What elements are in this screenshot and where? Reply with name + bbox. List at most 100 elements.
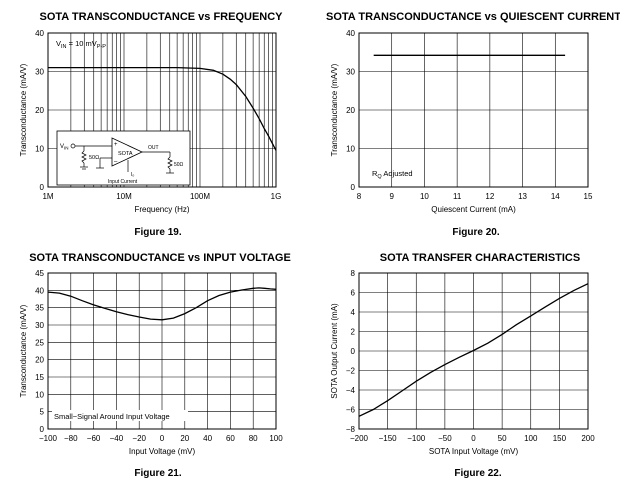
x-tick-label: 60: [226, 434, 235, 443]
y-axis-label: Transconductance (mA/V): [19, 63, 28, 156]
x-tick-label: 1M: [42, 192, 53, 201]
x-tick-label: −40: [110, 434, 124, 443]
x-tick-label: 14: [551, 192, 560, 201]
y-tick-label: 40: [346, 29, 355, 38]
plot-frame: [358, 32, 589, 188]
y-tick-label: 35: [35, 304, 44, 313]
figure-caption: Figure 22.: [454, 468, 502, 479]
x-tick-label: 0: [160, 434, 165, 443]
y-tick-label: 8: [351, 269, 356, 278]
small-signal-annotation: Small−Signal Around Input Voltage: [54, 412, 170, 421]
chart-title: SOTA TRANSFER CHARACTERISTICS: [379, 252, 581, 264]
figure-caption: Figure 21.: [134, 468, 182, 479]
y-tick-label: −8: [346, 425, 356, 434]
x-tick-label: 12: [485, 192, 494, 201]
plot-fig19: 1M 10M 100M 1G 0 10 20 30 40 Frequency (Hz) Transc…: [19, 29, 281, 214]
x-tick-label: 10M: [116, 192, 132, 201]
figure-caption: Figure 20.: [452, 227, 500, 238]
y-tick-label: 30: [35, 68, 44, 77]
inset-iq-label: Iₒ: [131, 172, 134, 178]
y-tick-label: 30: [346, 68, 355, 77]
x-tick-label: −100: [407, 434, 426, 443]
y-axis-label: Transconductance (mA/V): [19, 304, 28, 397]
x-tick-label: −200: [350, 434, 369, 443]
y-tick-label: 25: [35, 338, 44, 347]
x-axis-label: SOTA Input Voltage (mV): [429, 447, 519, 456]
x-tick-label: 1G: [271, 192, 282, 201]
inset-current-label: Input Current: [108, 179, 138, 185]
x-tick-label: 10: [420, 192, 429, 201]
y-tick-label: 20: [35, 356, 44, 365]
x-tick-label: 50: [498, 434, 507, 443]
y-tick-label: 0: [351, 183, 356, 192]
y-tick-label: −4: [346, 386, 356, 395]
x-axis-label: Input Voltage (mV): [129, 447, 196, 456]
chart-title: SOTA TRANSCONDUCTANCE vs FREQUENCY: [39, 11, 283, 23]
y-tick-label: 2: [351, 328, 356, 337]
x-tick-label: 100M: [190, 192, 210, 201]
x-tick-label: −150: [379, 434, 398, 443]
x-tick-label: −50: [438, 434, 452, 443]
x-tick-label: 11: [453, 192, 462, 201]
annotation-backdrop: [52, 410, 188, 421]
x-tick-label: 80: [249, 434, 258, 443]
inset-plus-label: +: [114, 142, 118, 148]
y-tick-label: 40: [35, 286, 44, 295]
y-tick-label: 15: [35, 373, 44, 382]
chart-title: SOTA TRANSCONDUCTANCE vs INPUT VOLTAGE: [29, 252, 291, 264]
y-tick-label: −2: [346, 367, 356, 376]
series-line-gm: [47, 287, 277, 321]
series-line-Iout: [358, 283, 589, 417]
x-tick-label: 40: [203, 434, 212, 443]
y-tick-label: 0: [40, 183, 45, 192]
vin-annotation: VIN = 10 mVP-P: [56, 39, 106, 50]
y-tick-label: 6: [351, 289, 356, 298]
x-tick-label: −20: [132, 434, 146, 443]
x-tick-label: 200: [581, 434, 595, 443]
y-tick-label: 40: [35, 29, 44, 38]
plot-frame: [358, 272, 589, 430]
plot-frame: [47, 32, 277, 188]
x-axis-label: Frequency (Hz): [134, 205, 189, 214]
y-tick-label: 45: [35, 269, 44, 278]
y-tick-label: 0: [351, 347, 356, 356]
inset-vin-label: VIN: [60, 144, 69, 151]
x-tick-label: −100: [39, 434, 58, 443]
inset-sota-label: SOTA: [118, 151, 133, 157]
plot-fig21: −100 −80 −60 −40 −20 0 20 40 60 80 100 0 5 10 15 20 25 30…: [19, 269, 283, 456]
x-tick-label: 8: [357, 192, 362, 201]
x-tick-label: −80: [64, 434, 78, 443]
plot-fig20: 8 9 10 11 12 13 14 15 0 10 20 30 40 Quiescent Current…: [330, 29, 593, 214]
plot-frame: [47, 272, 277, 430]
x-tick-label: 9: [389, 192, 394, 201]
y-tick-label: 30: [35, 321, 44, 330]
plot-fig22: −200 −150 −100 −50 0 50 100 150 200 −8 −6 −4 −2 0 2 4 6 8…: [330, 269, 595, 456]
y-tick-label: 10: [35, 390, 44, 399]
rq-annotation: RQ Adjusted: [372, 169, 413, 180]
inset-load-label: 50Ω: [174, 162, 184, 168]
inset-minus-label: –: [114, 159, 118, 165]
x-tick-label: 100: [524, 434, 538, 443]
y-tick-label: 0: [40, 425, 45, 434]
y-tick-label: −6: [346, 406, 356, 415]
figure-caption: Figure 19.: [134, 227, 182, 238]
x-tick-label: 15: [584, 192, 593, 201]
x-axis-label: Quiescent Current (mA): [431, 205, 516, 214]
y-axis-label: SOTA Output Current (mA): [330, 303, 339, 399]
resistor-symbol: [81, 150, 87, 164]
x-tick-label: 150: [553, 434, 567, 443]
x-tick-label: 0: [471, 434, 476, 443]
x-tick-label: 100: [269, 434, 283, 443]
y-tick-label: 20: [35, 106, 44, 115]
x-tick-label: −60: [87, 434, 101, 443]
y-tick-label: 10: [346, 145, 355, 154]
y-tick-label: 5: [40, 408, 45, 417]
chart-title: SOTA TRANSCONDUCTANCE vs QUIESCENT CURRE…: [326, 11, 620, 23]
input-terminal: [70, 143, 76, 149]
y-tick-label: 4: [351, 308, 356, 317]
series-line-gm: [48, 66, 277, 151]
y-axis-label: Transconductance (mA/V): [330, 63, 339, 156]
resistor-symbol: [167, 156, 173, 170]
